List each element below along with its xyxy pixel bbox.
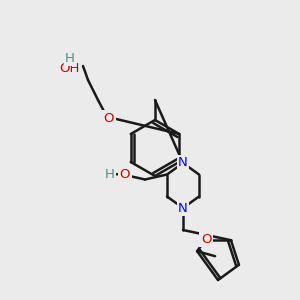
Text: O: O <box>201 233 211 246</box>
Text: O: O <box>104 112 114 124</box>
Text: N: N <box>178 157 188 169</box>
Text: OH: OH <box>60 61 80 74</box>
Text: H: H <box>105 168 115 181</box>
Text: H: H <box>65 52 75 64</box>
Text: N: N <box>178 202 188 214</box>
Text: O: O <box>120 168 130 181</box>
